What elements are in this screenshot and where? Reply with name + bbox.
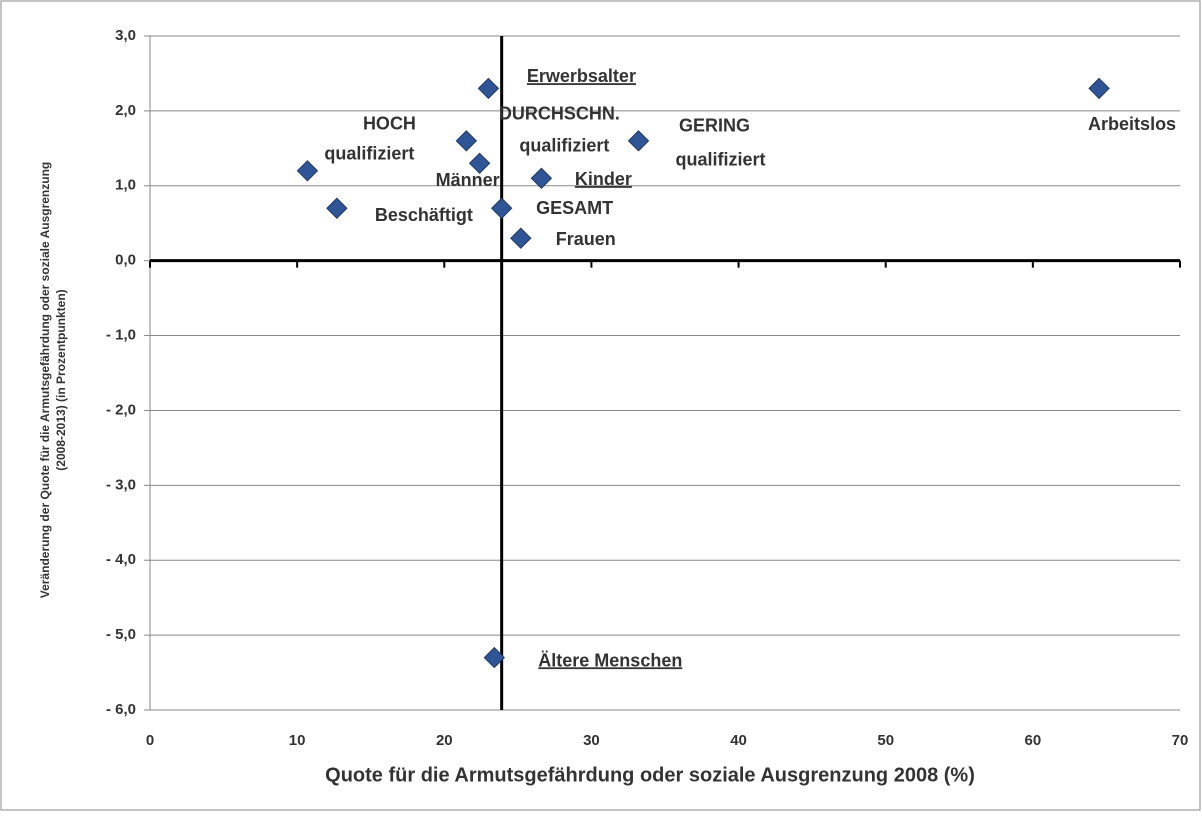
y-tick-label: 3,0 (115, 27, 136, 44)
y-tick-label: 2,0 (115, 102, 136, 119)
data-point (468, 152, 491, 175)
data-point (530, 167, 553, 189)
point-label: DURCHSCHN. (499, 104, 620, 124)
x-tick-label: 70 (1172, 732, 1189, 749)
y-tick-label: - 2,0 (106, 401, 136, 418)
y-tick-label: 0,0 (115, 252, 136, 269)
point-label: Frauen (556, 229, 616, 249)
point-label: GERING (679, 116, 750, 136)
x-tick-label: 20 (436, 732, 453, 749)
point-label: Erwerbsalter (527, 66, 636, 86)
point-label: GESAMT (536, 198, 613, 218)
point-label: Arbeitslos (1088, 114, 1176, 134)
data-point (477, 77, 500, 100)
y-tick-label: - 5,0 (106, 626, 136, 643)
y-axis-title: (2008-2013) (in Prozentpunkten) (54, 289, 68, 470)
y-tick-label: - 6,0 (106, 701, 136, 718)
point-label: Ältere Menschen (538, 650, 682, 670)
y-tick-label: - 1,0 (106, 327, 136, 344)
y-tick-label: - 4,0 (106, 551, 136, 568)
data-point (296, 160, 319, 182)
y-tick-label: - 3,0 (106, 476, 136, 493)
x-tick-label: 10 (289, 732, 306, 749)
point-label: qualifiziert (676, 150, 766, 170)
y-tick-label: 1,0 (115, 177, 136, 194)
point-label: Beschäftigt (375, 205, 473, 225)
data-point (510, 227, 532, 249)
point-label: Männer (436, 170, 500, 190)
point-label: qualifiziert (519, 136, 609, 156)
x-axis-title: Quote für die Armutsgefährdung oder sozi… (325, 764, 975, 786)
point-label: HOCH (363, 114, 416, 134)
point-label: Kinder (575, 169, 632, 189)
data-point (455, 130, 478, 152)
x-tick-label: 30 (583, 732, 600, 749)
point-label: qualifiziert (324, 144, 414, 164)
y-axis-title: Veränderung der Quote für die Armutsgefä… (38, 162, 52, 599)
x-tick-label: 50 (877, 732, 894, 749)
x-tick-label: 0 (146, 732, 154, 749)
data-point (490, 197, 513, 219)
x-tick-label: 60 (1025, 732, 1042, 749)
data-point (1088, 77, 1110, 100)
data-point (326, 197, 348, 219)
x-tick-label: 40 (730, 732, 747, 749)
data-point (627, 130, 650, 152)
data-point (483, 646, 506, 669)
